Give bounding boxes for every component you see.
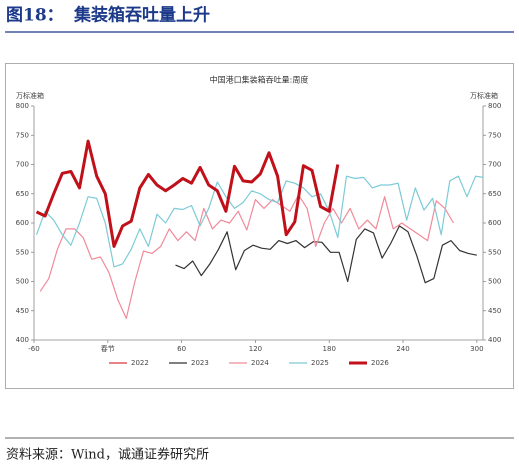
x-tick-label: 春节 — [101, 344, 115, 353]
line-series — [39, 194, 455, 319]
y2-tick-label: 400 — [488, 336, 501, 344]
line-series — [35, 175, 484, 268]
x-tick-label: 60 — [177, 345, 186, 353]
x-tick-label: 240 — [396, 345, 409, 353]
x-tick-label: -60 — [28, 345, 39, 353]
legend-label: 2026 — [371, 359, 389, 367]
y2-axis-unit: 万标准箱 — [470, 91, 498, 100]
line-series — [35, 139, 340, 248]
legend-label: 2022 — [131, 359, 149, 367]
legend-label: 2023 — [191, 359, 209, 367]
y2-tick-label: 550 — [488, 248, 501, 256]
y2-tick-label: 750 — [488, 131, 501, 139]
y-tick-label: 700 — [16, 161, 29, 169]
y-tick-label: 500 — [16, 278, 29, 286]
y-tick-label: 400 — [16, 336, 29, 344]
y2-tick-label: 500 — [488, 278, 501, 286]
y2-tick-label: 450 — [488, 307, 501, 315]
y-tick-label: 650 — [16, 190, 29, 198]
x-tick-label: 300 — [470, 345, 483, 353]
line-series — [175, 225, 477, 284]
legend-label: 2024 — [251, 359, 269, 367]
y-tick-label: 550 — [16, 248, 29, 256]
chart-title: 中国港口集装箱吞吐量:周度 — [210, 75, 309, 85]
figure-number: 图18： — [6, 6, 64, 26]
source-note: 资料来源：Wind，诚通证券研究所 — [6, 447, 209, 463]
y-tick-label: 800 — [16, 102, 29, 110]
chart-frame — [5, 63, 514, 389]
y-tick-label: 600 — [16, 219, 29, 227]
x-tick-label: 120 — [249, 345, 262, 353]
y2-tick-label: 800 — [488, 102, 501, 110]
y2-tick-label: 700 — [488, 161, 501, 169]
x-tick-label: 180 — [323, 345, 336, 353]
legend-label: 2025 — [311, 359, 329, 367]
figure-title: 集装箱吞吐量上升 — [73, 5, 210, 26]
y-axis-unit: 万标准箱 — [16, 91, 44, 100]
y-tick-label: 450 — [16, 307, 29, 315]
y2-tick-label: 650 — [488, 190, 501, 198]
y-tick-label: 750 — [16, 131, 29, 139]
y2-tick-label: 600 — [488, 219, 501, 227]
